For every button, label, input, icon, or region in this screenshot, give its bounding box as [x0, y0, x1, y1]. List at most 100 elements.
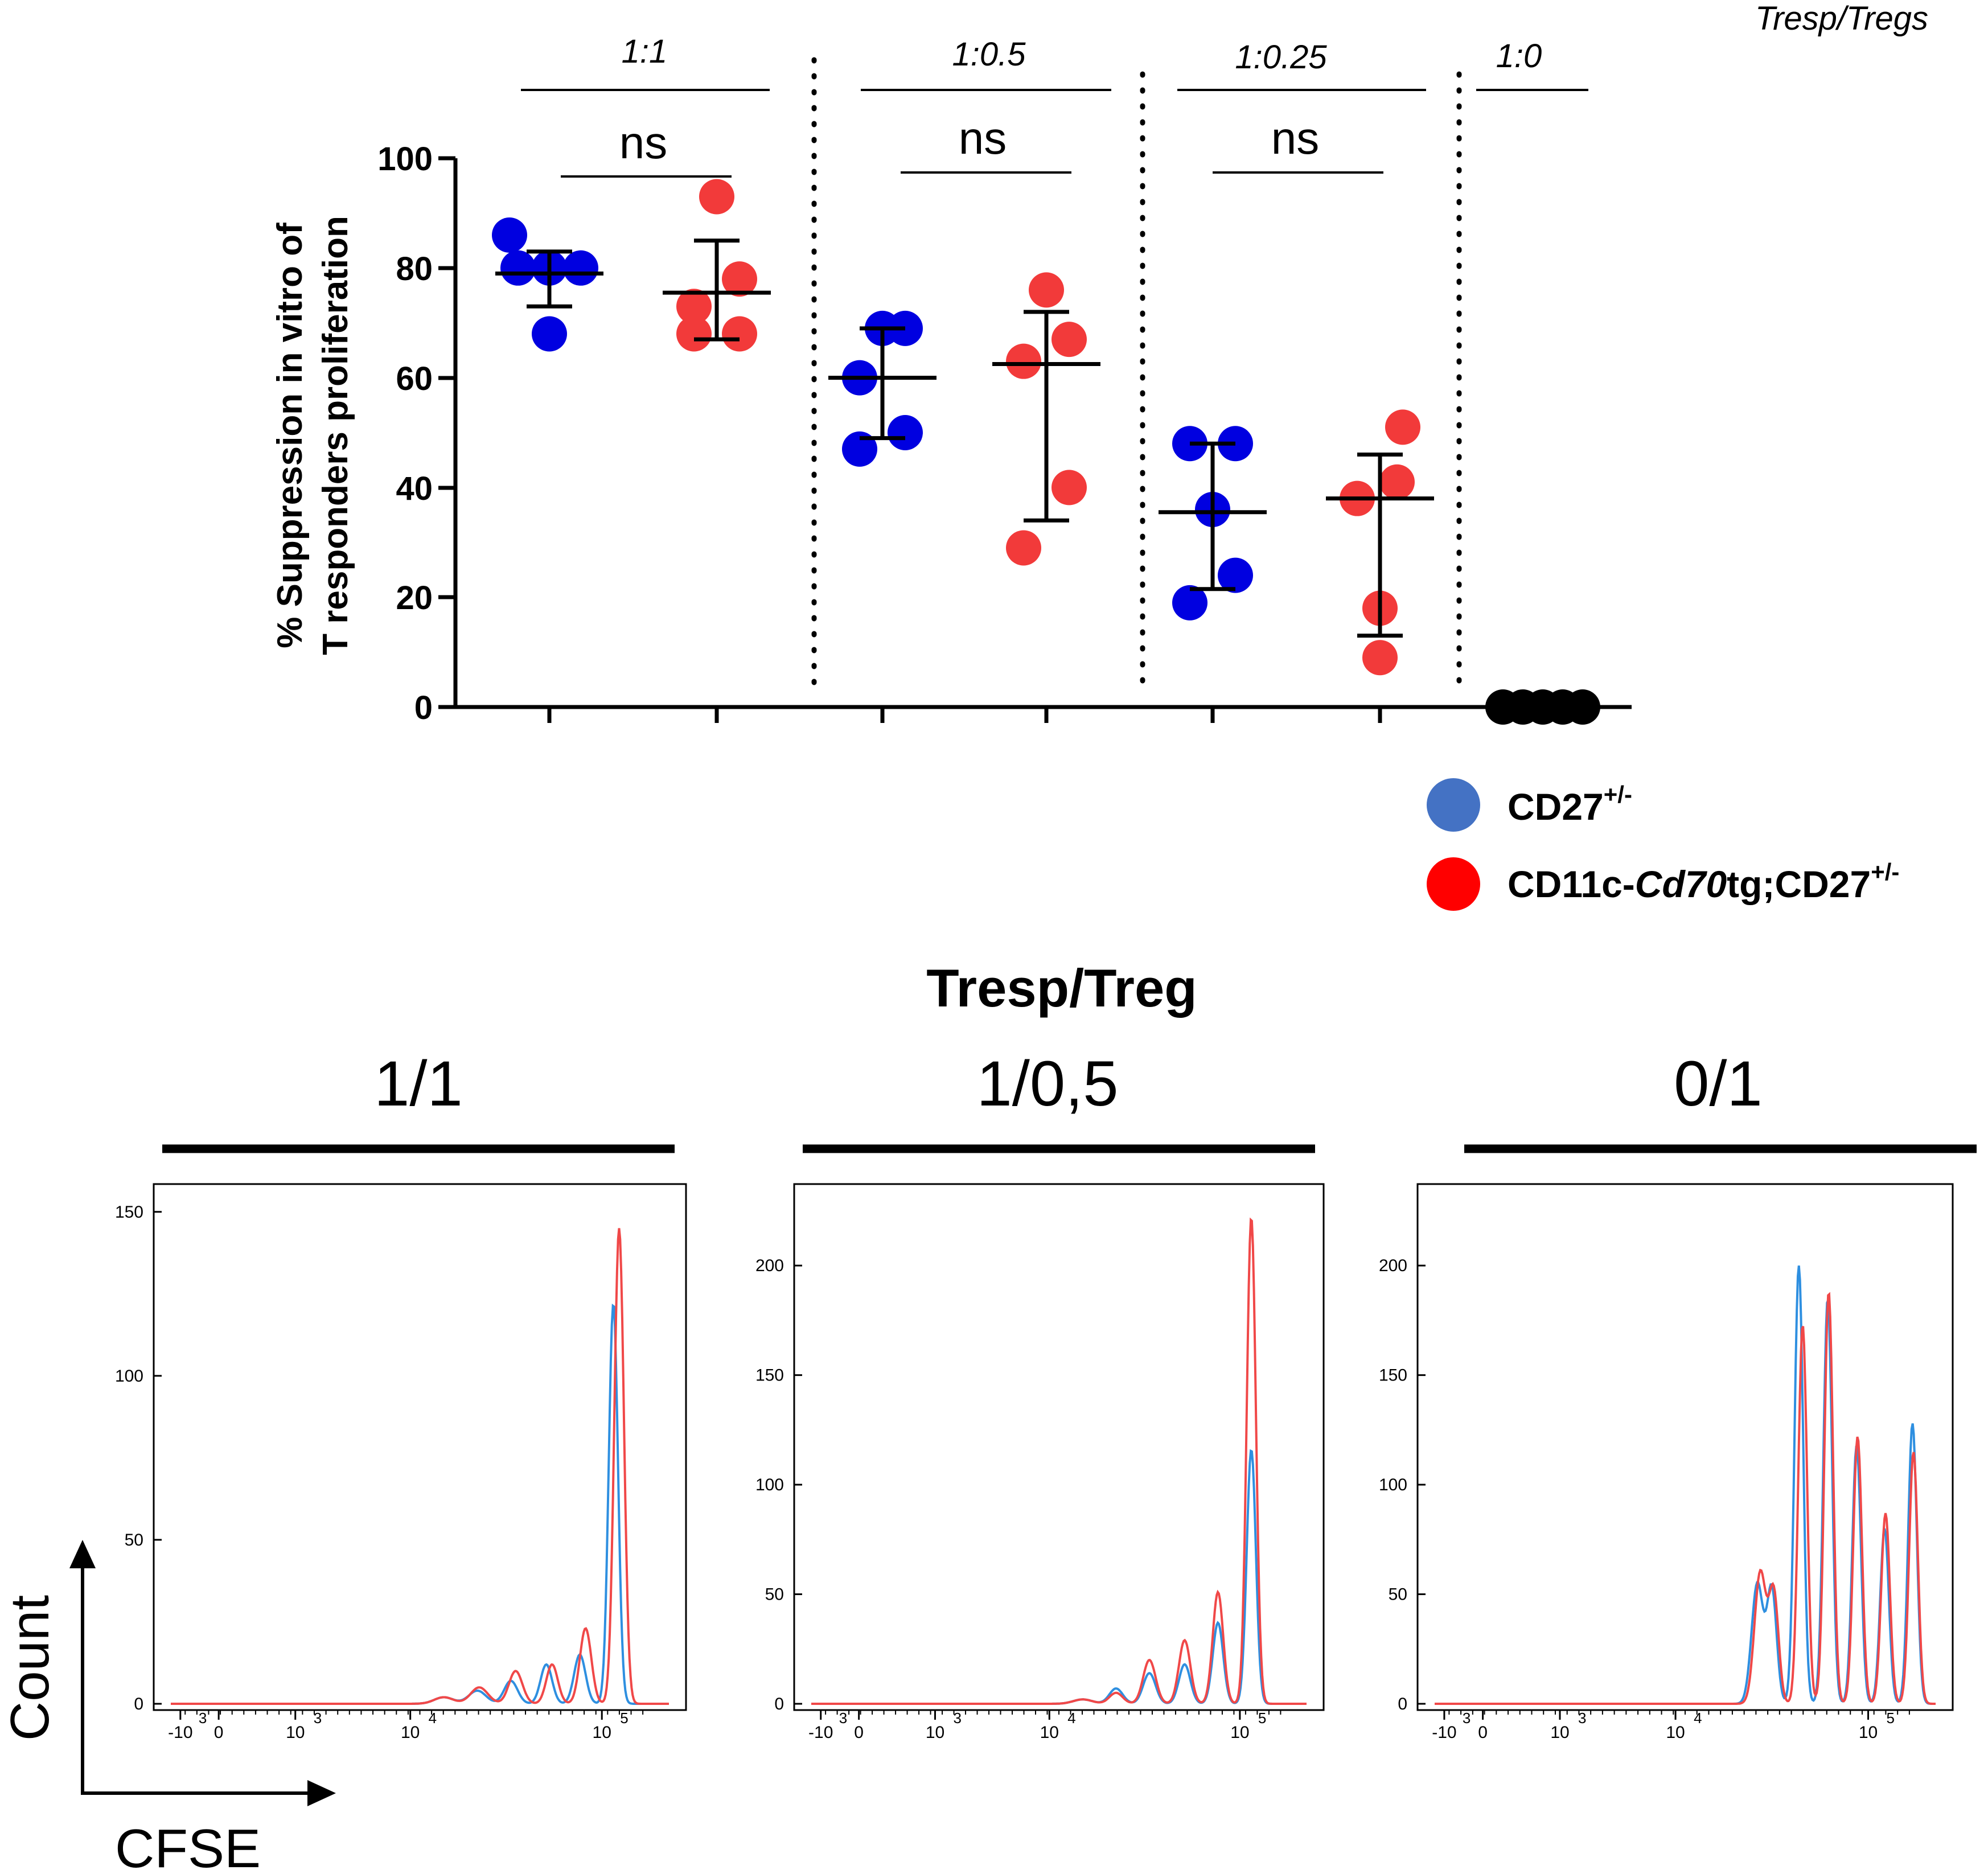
- data-point: [1362, 640, 1398, 676]
- y-tick-label: 50: [125, 1531, 143, 1550]
- x-tick-label: 10: [1550, 1723, 1569, 1742]
- y-tick-label: 200: [1379, 1256, 1407, 1275]
- axis-arrows: Count CFSE: [0, 1540, 336, 1874]
- histogram-frame-1-1: [153, 1183, 687, 1711]
- y-tick-label: 80: [396, 250, 433, 287]
- x-tick-exponent: 5: [1258, 1709, 1266, 1727]
- y-tick-label: 150: [755, 1366, 784, 1385]
- y-tick-label: 150: [115, 1203, 143, 1222]
- scatter-group: [992, 272, 1100, 566]
- histogram-series-cd27: [171, 1303, 669, 1705]
- y-tick-label: 100: [377, 141, 433, 178]
- y-tick-0: 0: [414, 689, 455, 726]
- y-tick-20: 20: [396, 580, 455, 617]
- x-tick-label: 10: [593, 1723, 611, 1742]
- y-tick-40: 40: [396, 470, 455, 507]
- data-point: [1172, 585, 1207, 620]
- data-point: [1379, 464, 1415, 500]
- y-axis-label-line1: % Suppression in vitro of: [270, 223, 310, 648]
- scatter-group: [828, 310, 937, 467]
- y-tick-label: 0: [134, 1695, 143, 1713]
- cfse-axis-label: CFSE: [115, 1818, 261, 1874]
- legend: CD27+/- CD11c-Cd70tg;CD27+/-: [1427, 778, 1899, 911]
- arrow-up-icon: [69, 1540, 96, 1568]
- x-tick-label: -10: [1432, 1723, 1456, 1742]
- data-point: [1029, 272, 1064, 308]
- y-tick-label: 200: [755, 1256, 784, 1275]
- y-tick-label: 0: [414, 689, 433, 726]
- x-tick-label: -10: [808, 1723, 833, 1742]
- x-tick-exponent: 3: [839, 1709, 847, 1727]
- y-tick-60: 60: [396, 360, 455, 397]
- x-tick-label: 10: [1230, 1723, 1249, 1742]
- y-tick-label: 0: [1398, 1695, 1407, 1713]
- y-tick-label: 20: [396, 580, 433, 617]
- x-tick-exponent: 3: [314, 1709, 322, 1727]
- y-tick-label: 60: [396, 360, 433, 397]
- x-tick-exponent: 4: [1067, 1709, 1075, 1727]
- histogram-frame-0-1: [1416, 1183, 1954, 1711]
- x-tick-label: 10: [401, 1723, 420, 1742]
- ratio-label-1-0: 1:0: [1496, 38, 1542, 75]
- x-tick-label: 0: [854, 1723, 864, 1742]
- histogram-series-cd27: [811, 1449, 1307, 1705]
- x-ticks: [547, 707, 1382, 723]
- legend-label-cd70tg: CD11c-Cd70tg;CD27+/-: [1508, 858, 1899, 905]
- data-point: [676, 316, 712, 352]
- ratio-label-1-1: 1:1: [622, 33, 668, 70]
- data-point: [722, 261, 757, 297]
- scatter-group: [1485, 689, 1600, 725]
- x-tick-exponent: 5: [1887, 1709, 1895, 1727]
- data-point: [1006, 530, 1041, 566]
- x-tick-label: 0: [214, 1723, 224, 1742]
- x-tick-exponent: 3: [1463, 1709, 1471, 1727]
- data-point: [699, 179, 734, 215]
- data-point: [1051, 470, 1087, 506]
- y-tick-label: 100: [1379, 1476, 1407, 1494]
- legend-swatch-cd27: [1427, 778, 1480, 832]
- y-tick-label: 40: [396, 470, 433, 507]
- x-tick-label: 0: [1478, 1723, 1488, 1742]
- ratio-label-1-0.5: 1:0.5: [952, 36, 1026, 73]
- x-tick-exponent: 4: [429, 1709, 437, 1727]
- significance-label: ns: [619, 117, 668, 168]
- scatter-marks: [492, 179, 1600, 725]
- data-point: [676, 289, 712, 324]
- y-tick-label: 50: [765, 1585, 784, 1604]
- data-point: [1385, 409, 1420, 445]
- histogram-series-cd70tg: [811, 1217, 1307, 1705]
- histogram-title-1-1: 1/1: [374, 1048, 463, 1119]
- x-tick-exponent: 4: [1694, 1709, 1702, 1727]
- data-point: [500, 250, 536, 286]
- data-point: [842, 431, 877, 467]
- data-point: [888, 415, 923, 450]
- legend-swatch-cd70tg: [1427, 857, 1480, 911]
- data-point: [563, 250, 598, 286]
- count-axis-label: Count: [0, 1595, 60, 1741]
- scatter-group: [1159, 426, 1267, 620]
- histogram-panel-title: Tresp/Treg: [926, 958, 1197, 1018]
- legend-label-cd27: CD27+/-: [1508, 781, 1632, 828]
- ratio-label-1-0.25: 1:0.25: [1235, 39, 1327, 76]
- data-point: [492, 217, 527, 253]
- histogram-series-cd70tg: [1435, 1292, 1936, 1705]
- x-tick-label: 10: [926, 1723, 944, 1742]
- x-tick-exponent: 3: [199, 1709, 207, 1727]
- y-tick-label: 100: [115, 1367, 143, 1386]
- y-axis-label-line2: T responders proliferation: [316, 216, 355, 655]
- y-tick-label: 0: [774, 1695, 784, 1713]
- y-tick-80: 80: [396, 250, 455, 287]
- y-tick-100: 100: [377, 141, 455, 178]
- y-tick-label: 150: [1379, 1366, 1407, 1385]
- x-tick-label: 10: [1040, 1723, 1059, 1742]
- y-tick-label: 50: [1389, 1585, 1407, 1604]
- scatter-group: [1326, 409, 1434, 676]
- y-tick-label: 100: [755, 1476, 784, 1494]
- data-point: [532, 316, 567, 352]
- suppression-panel: % Suppression in vitro of T responders p…: [270, 0, 1928, 726]
